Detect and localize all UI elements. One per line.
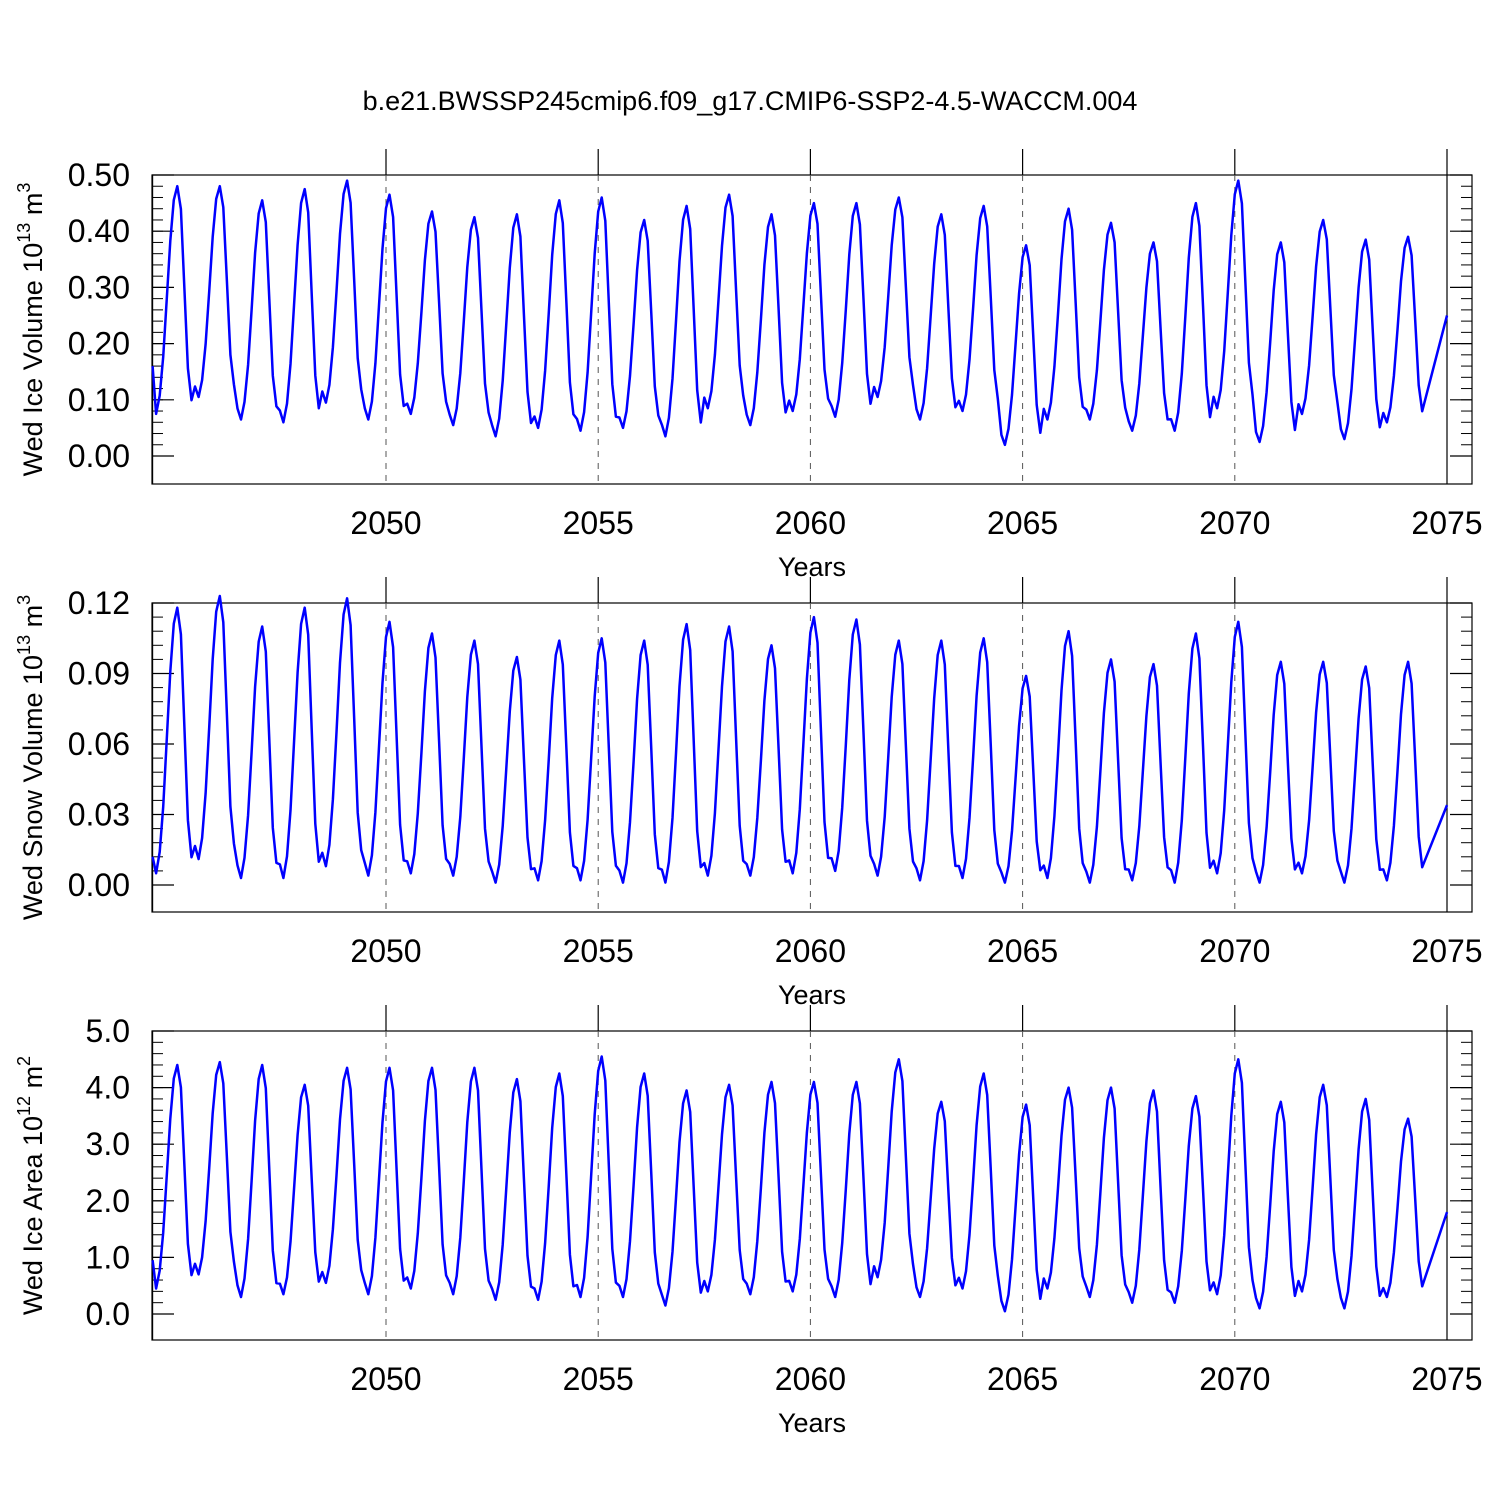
x-axis-label: Years (778, 552, 846, 582)
x-tick-label: 2055 (563, 505, 634, 541)
x-tick-label: 2060 (775, 933, 846, 969)
panels-group: 0.00 0.10 0.20 0.30 0.40 0.50 2050 2055 2060 2065… (14, 149, 1483, 1438)
y-axis-label: Wed Snow Volume 1013 m3 (14, 595, 48, 920)
x-axis-label: Years (778, 980, 846, 1010)
y-tick-label: 4.0 (86, 1070, 130, 1106)
plot-frame (151, 602, 1473, 913)
x-tick-label: 2075 (1411, 933, 1482, 969)
x-axis-label: Years (778, 1408, 846, 1438)
x-tick-label: 2070 (1199, 933, 1270, 969)
y-tick-label: 0.00 (68, 867, 130, 903)
series-line-ice_area (151, 1055, 1449, 1313)
y-label-text: Wed Snow Volume 10 (18, 655, 48, 920)
plot-frame (151, 1030, 1473, 1341)
y-label-exponent: 13 (14, 635, 34, 655)
y-tick-label: 0.20 (68, 326, 130, 362)
y-tick-label: 0.50 (68, 157, 130, 193)
x-tick-label: 2060 (775, 505, 846, 541)
x-tick-label: 2055 (563, 1361, 634, 1397)
y-axis-label: Wed Ice Volume 1013 m3 (14, 183, 48, 477)
y-tick-label: 3.0 (86, 1126, 130, 1162)
y-tick-label: 0.00 (68, 438, 130, 474)
chart-title: b.e21.BWSSP245cmip6.f09_g17.CMIP6-SSP2-4… (363, 86, 1138, 116)
y-tick-label: 0.0 (86, 1296, 130, 1332)
y-tick-label: 0.10 (68, 382, 130, 418)
y-label-unit-exponent: 2 (14, 1056, 34, 1066)
panel-ice_volume: 0.00 0.10 0.20 0.30 0.40 0.50 2050 2055 2060 2065… (14, 149, 1483, 582)
y-label-exponent: 13 (14, 223, 34, 243)
x-tick-label: 2065 (987, 1361, 1058, 1397)
y-tick-label: 5.0 (86, 1013, 130, 1049)
y-label-unit: m (18, 193, 48, 223)
y-tick-label: 0.03 (68, 797, 130, 833)
x-tick-label: 2070 (1199, 1361, 1270, 1397)
y-tick-label: 0.30 (68, 269, 130, 305)
x-tick-label: 2065 (987, 505, 1058, 541)
y-tick-label: 0.09 (68, 656, 130, 692)
y-label-unit: m (18, 1066, 48, 1096)
y-tick-label: 0.06 (68, 726, 130, 762)
x-tick-label: 2050 (350, 1361, 421, 1397)
y-label-exponent: 12 (14, 1096, 34, 1116)
panel-ice_area: 0.0 1.0 2.0 3.0 4.0 5.0 2050 2055 2060 2065 2070 20… (14, 1005, 1483, 1438)
y-label-text: Wed Ice Volume 10 (18, 243, 48, 477)
panel-snow_volume: 0.00 0.03 0.06 0.09 0.12 2050 2055 2060 2065 2070… (14, 577, 1483, 1010)
y-label-unit: m (18, 605, 48, 635)
x-tick-label: 2050 (350, 933, 421, 969)
x-tick-label: 2060 (775, 1361, 846, 1397)
plot-frame (151, 174, 1473, 485)
y-label-unit-exponent: 3 (14, 183, 34, 193)
y-label-unit-exponent: 3 (14, 595, 34, 605)
x-tick-label: 2075 (1411, 505, 1482, 541)
y-label-text: Wed Ice Area 10 (18, 1116, 48, 1315)
y-tick-label: 1.0 (86, 1239, 130, 1275)
x-tick-label: 2050 (350, 505, 421, 541)
y-axis-label: Wed Ice Area 1012 m2 (14, 1056, 48, 1315)
y-tick-label: 0.12 (68, 585, 130, 621)
series-line-snow_volume (151, 594, 1449, 884)
x-tick-label: 2065 (987, 933, 1058, 969)
x-tick-label: 2075 (1411, 1361, 1482, 1397)
y-tick-label: 2.0 (86, 1183, 130, 1219)
x-tick-label: 2070 (1199, 505, 1270, 541)
x-tick-label: 2055 (563, 933, 634, 969)
series-line-ice_volume (151, 179, 1449, 447)
y-tick-label: 0.40 (68, 213, 130, 249)
